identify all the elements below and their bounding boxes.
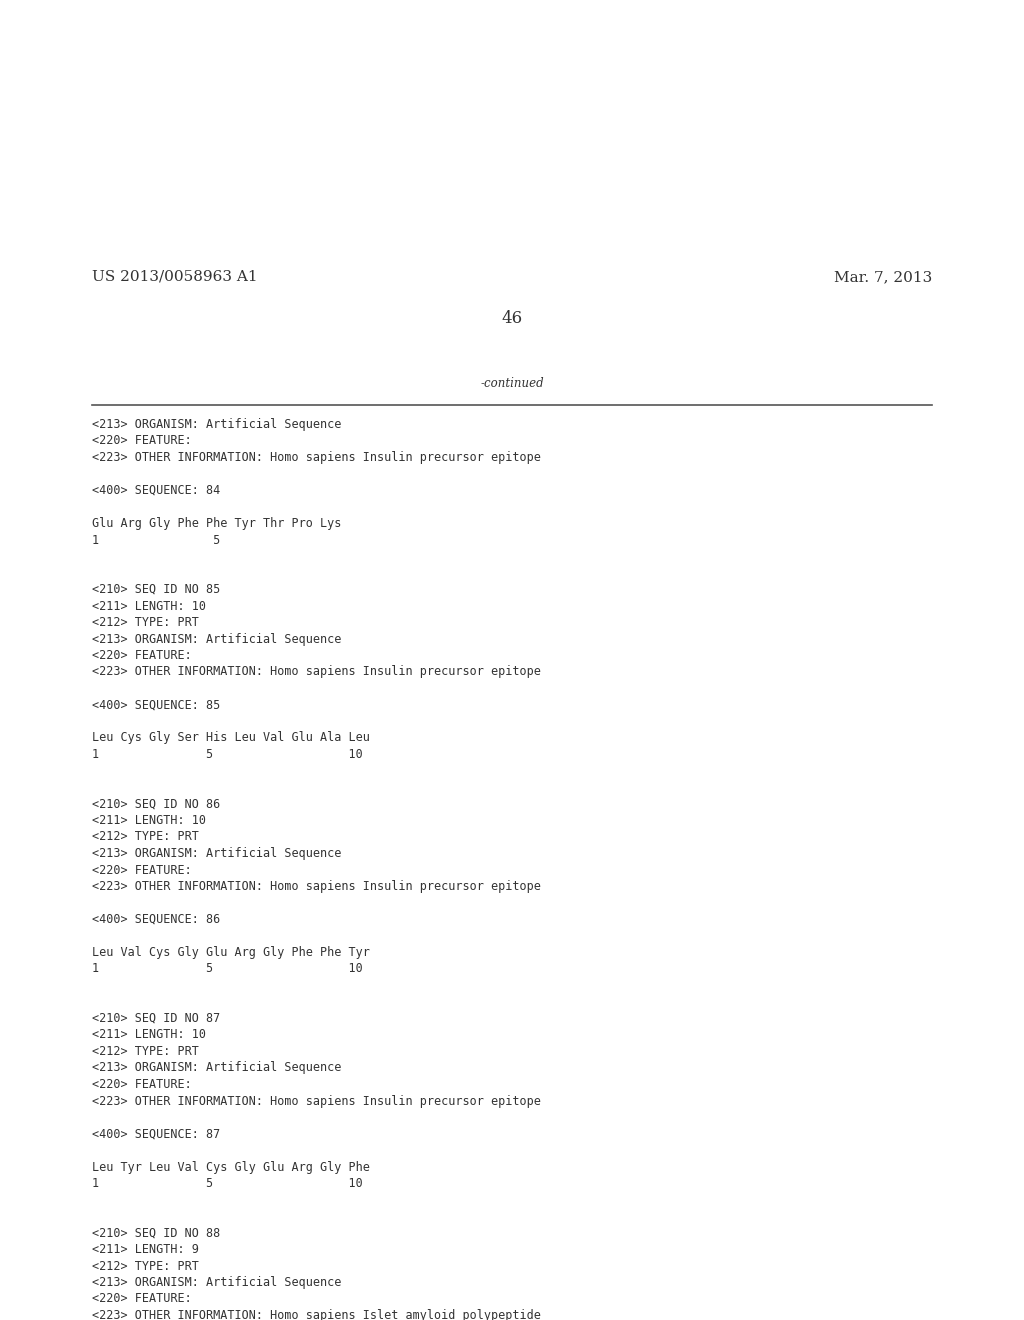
Text: <211> LENGTH: 9: <211> LENGTH: 9 [92,1243,199,1257]
Text: -continued: -continued [480,378,544,389]
Text: <211> LENGTH: 10: <211> LENGTH: 10 [92,599,206,612]
Text: Mar. 7, 2013: Mar. 7, 2013 [834,271,932,284]
Text: <400> SEQUENCE: 87: <400> SEQUENCE: 87 [92,1127,220,1140]
Text: 1               5                   10: 1 5 10 [92,748,362,762]
Text: <212> TYPE: PRT: <212> TYPE: PRT [92,1045,199,1059]
Text: <223> OTHER INFORMATION: Homo sapiens Insulin precursor epitope: <223> OTHER INFORMATION: Homo sapiens In… [92,1094,541,1107]
Text: 46: 46 [502,310,522,327]
Text: <220> FEATURE:: <220> FEATURE: [92,1292,191,1305]
Text: <211> LENGTH: 10: <211> LENGTH: 10 [92,814,206,828]
Text: <213> ORGANISM: Artificial Sequence: <213> ORGANISM: Artificial Sequence [92,847,342,861]
Text: <400> SEQUENCE: 86: <400> SEQUENCE: 86 [92,913,220,927]
Text: <223> OTHER INFORMATION: Homo sapiens Insulin precursor epitope: <223> OTHER INFORMATION: Homo sapiens In… [92,665,541,678]
Text: <220> FEATURE:: <220> FEATURE: [92,1078,191,1092]
Text: Glu Arg Gly Phe Phe Tyr Thr Pro Lys: Glu Arg Gly Phe Phe Tyr Thr Pro Lys [92,517,342,531]
Text: <210> SEQ ID NO 88: <210> SEQ ID NO 88 [92,1226,220,1239]
Text: <213> ORGANISM: Artificial Sequence: <213> ORGANISM: Artificial Sequence [92,1061,342,1074]
Text: <211> LENGTH: 10: <211> LENGTH: 10 [92,1028,206,1041]
Text: <223> OTHER INFORMATION: Homo sapiens Insulin precursor epitope: <223> OTHER INFORMATION: Homo sapiens In… [92,451,541,465]
Text: <213> ORGANISM: Artificial Sequence: <213> ORGANISM: Artificial Sequence [92,632,342,645]
Text: <213> ORGANISM: Artificial Sequence: <213> ORGANISM: Artificial Sequence [92,1276,342,1290]
Text: <223> OTHER INFORMATION: Homo sapiens Islet amyloid polypeptide: <223> OTHER INFORMATION: Homo sapiens Is… [92,1309,541,1320]
Text: <212> TYPE: PRT: <212> TYPE: PRT [92,616,199,630]
Text: <210> SEQ ID NO 85: <210> SEQ ID NO 85 [92,583,220,597]
Text: Leu Val Cys Gly Glu Arg Gly Phe Phe Tyr: Leu Val Cys Gly Glu Arg Gly Phe Phe Tyr [92,946,370,960]
Text: <400> SEQUENCE: 84: <400> SEQUENCE: 84 [92,484,220,498]
Text: US 2013/0058963 A1: US 2013/0058963 A1 [92,271,258,284]
Text: Leu Tyr Leu Val Cys Gly Glu Arg Gly Phe: Leu Tyr Leu Val Cys Gly Glu Arg Gly Phe [92,1160,370,1173]
Text: 1               5                   10: 1 5 10 [92,1177,362,1191]
Text: <210> SEQ ID NO 86: <210> SEQ ID NO 86 [92,797,220,810]
Text: <212> TYPE: PRT: <212> TYPE: PRT [92,830,199,843]
Text: <220> FEATURE:: <220> FEATURE: [92,434,191,447]
Text: Leu Cys Gly Ser His Leu Val Glu Ala Leu: Leu Cys Gly Ser His Leu Val Glu Ala Leu [92,731,370,744]
Text: <210> SEQ ID NO 87: <210> SEQ ID NO 87 [92,1012,220,1026]
Text: <220> FEATURE:: <220> FEATURE: [92,649,191,663]
Text: <213> ORGANISM: Artificial Sequence: <213> ORGANISM: Artificial Sequence [92,418,342,432]
Text: <400> SEQUENCE: 85: <400> SEQUENCE: 85 [92,698,220,711]
Text: 1                5: 1 5 [92,533,220,546]
Text: 1               5                   10: 1 5 10 [92,962,362,975]
Text: <223> OTHER INFORMATION: Homo sapiens Insulin precursor epitope: <223> OTHER INFORMATION: Homo sapiens In… [92,880,541,894]
Text: <220> FEATURE:: <220> FEATURE: [92,863,191,876]
Text: <212> TYPE: PRT: <212> TYPE: PRT [92,1259,199,1272]
